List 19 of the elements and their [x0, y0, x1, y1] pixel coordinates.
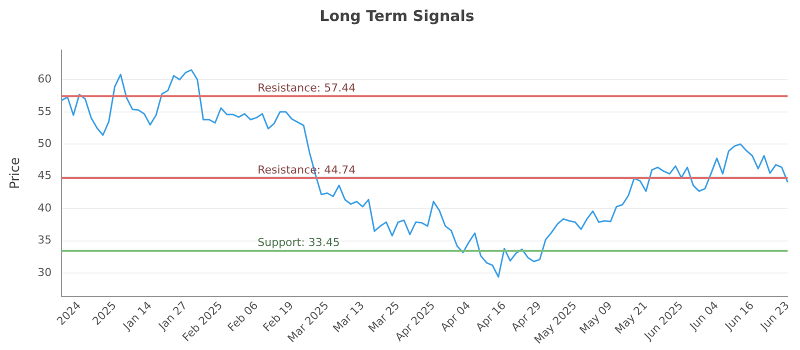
- y-tick-label: 60: [38, 72, 52, 86]
- x-tick-label: Jun 16: [722, 298, 756, 334]
- ref-line-label: Resistance: 57.44: [258, 82, 356, 95]
- y-axis-title: Price: [8, 157, 24, 190]
- x-tick-label: Jun 04: [686, 298, 721, 334]
- x-tick-label: Apr 16: [473, 298, 508, 334]
- y-tick-label: 50: [38, 137, 52, 150]
- y-tick-label: 35: [38, 234, 52, 247]
- x-tick-label: Apr 04: [438, 298, 474, 334]
- chart-title: Long Term Signals: [320, 6, 474, 25]
- y-tick-label: 45: [38, 169, 52, 182]
- x-tick-label: Jan 14: [120, 298, 154, 334]
- x-tick-label: Mar 13: [330, 298, 367, 336]
- y-tick-label: 30: [38, 266, 52, 279]
- x-tick-label: Feb 06: [225, 298, 261, 334]
- y-tick-label: 55: [38, 104, 52, 118]
- ref-line-label: Support: 33.45: [258, 236, 340, 250]
- y-tick-label: 40: [38, 201, 52, 214]
- x-tick-label: Jun 23: [757, 298, 792, 334]
